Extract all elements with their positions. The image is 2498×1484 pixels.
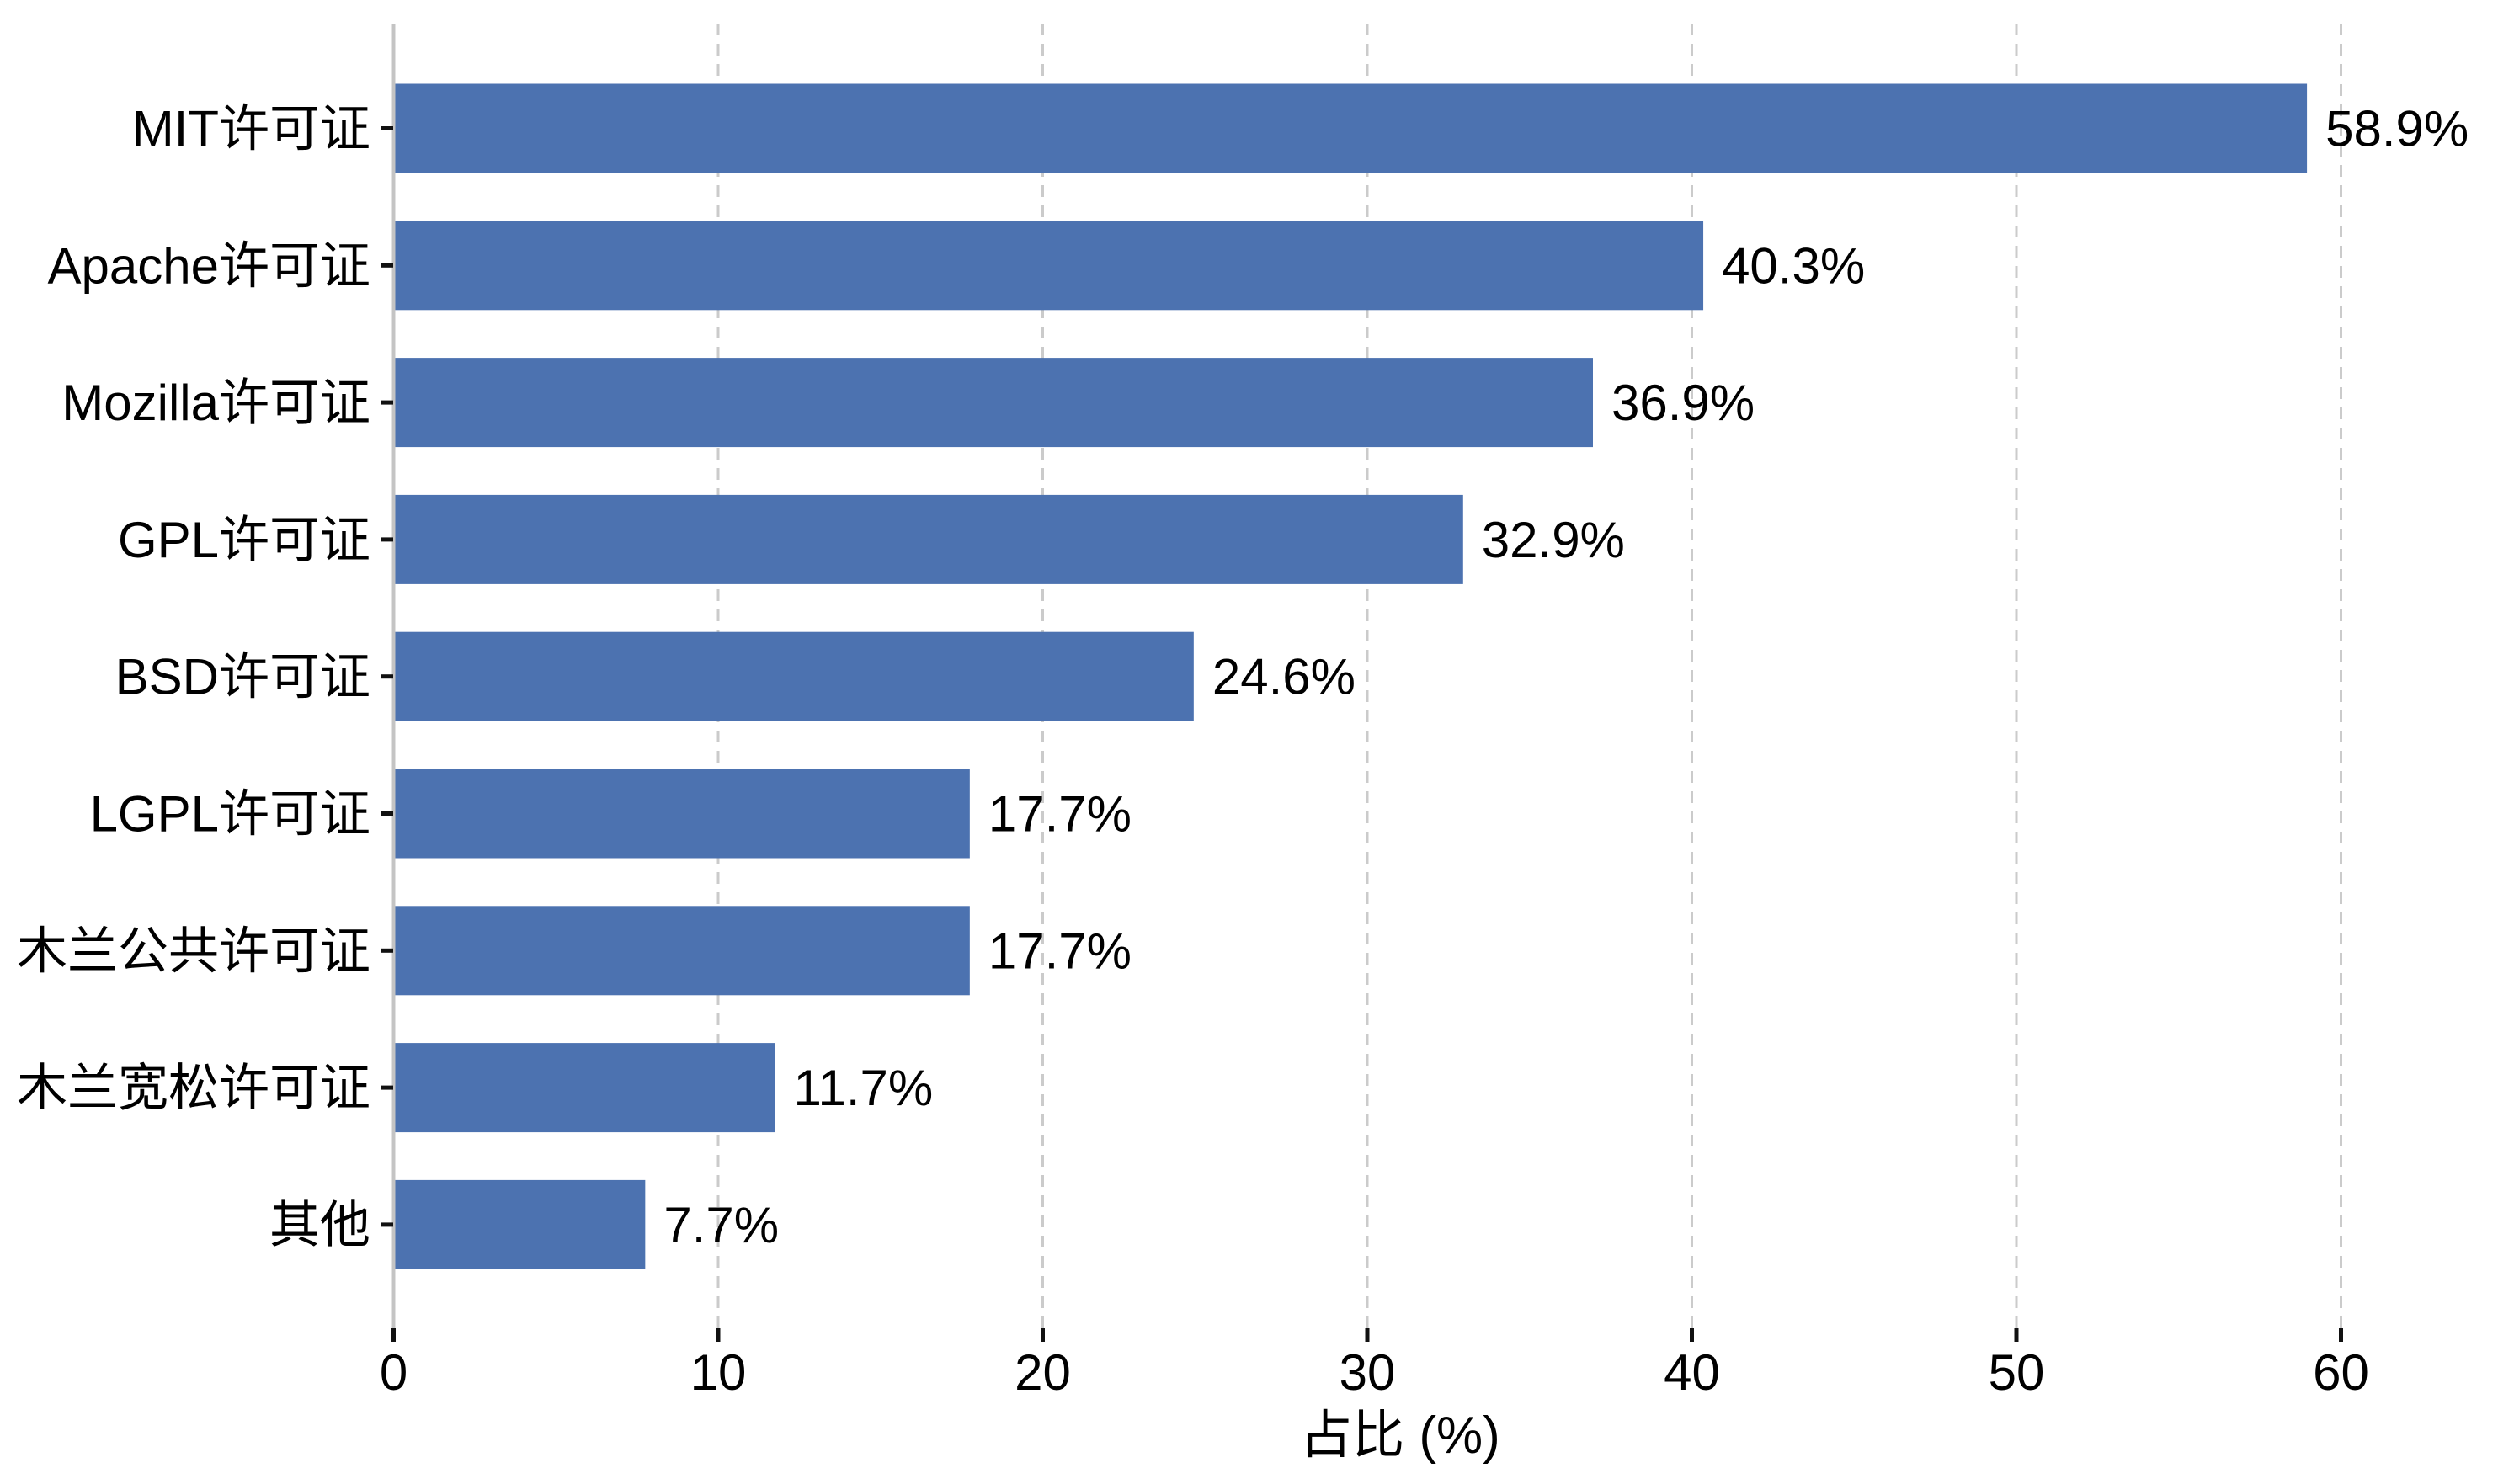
bar-value-label: 32.9%	[1482, 512, 1625, 568]
bar-value-label: 17.7%	[988, 923, 1132, 979]
x-axis-title: 占比 (%)	[1300, 1407, 1500, 1465]
label-layer: 0 10 20 30 40 50 60 MIT许可证 58.9% Apache许可证 40.3% Mo…	[17, 101, 2469, 1402]
bar	[395, 358, 1593, 448]
bar-value-label: 11.7%	[794, 1060, 934, 1116]
bar	[395, 494, 1463, 584]
bar-layer	[395, 83, 2308, 1269]
category-label: BSD许可证	[115, 649, 370, 705]
category-label: GPL许可证	[118, 512, 370, 568]
category-label: LGPL许可证	[90, 786, 370, 843]
x-tick-label: 40	[1664, 1344, 1720, 1401]
category-label: 木兰公共许可证	[17, 923, 370, 979]
category-label: 木兰宽松许可证	[17, 1060, 370, 1116]
x-tick-label: 50	[1989, 1344, 2045, 1401]
x-tick-label: 60	[2313, 1344, 2369, 1401]
bar	[395, 1179, 646, 1269]
bar-value-label: 24.6%	[1212, 649, 1356, 705]
category-label: Mozilla许可证	[61, 375, 370, 431]
category-label: 其他	[269, 1197, 370, 1253]
bar-value-label: 40.3%	[1722, 237, 1865, 294]
x-tick-label: 30	[1340, 1344, 1396, 1401]
bar	[395, 83, 2308, 173]
axis-layer	[381, 24, 2343, 1342]
bar	[395, 769, 970, 859]
bar-value-label: 58.9%	[2325, 101, 2469, 157]
bar-value-label: 36.9%	[1611, 375, 1755, 431]
bar	[395, 221, 1704, 311]
category-label: MIT许可证	[132, 101, 370, 157]
x-tick-label: 20	[1015, 1344, 1071, 1401]
bar	[395, 1043, 775, 1133]
x-tick-label: 10	[690, 1344, 747, 1401]
category-label: Apache许可证	[48, 237, 371, 294]
bar	[395, 631, 1194, 721]
bar-value-label: 17.7%	[988, 786, 1132, 843]
x-tick-label: 0	[380, 1344, 407, 1401]
bar	[395, 906, 970, 996]
bar-value-label: 7.7%	[663, 1197, 779, 1253]
